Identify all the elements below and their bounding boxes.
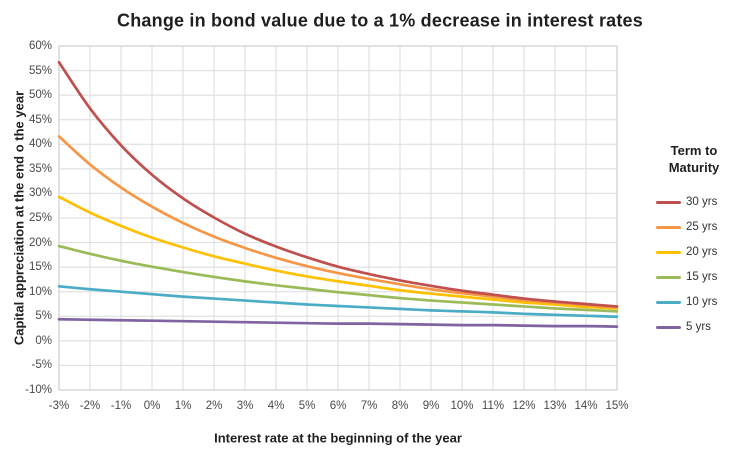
- series-line-30-yrs: [57, 60, 619, 308]
- legend: Term to Maturity 30 yrs 25 yrs 20 yrs 15 yr…: [646, 143, 742, 340]
- chart-title: Change in bond value due to a 1% decreas…: [117, 10, 643, 31]
- legend-item-label: 5 yrs: [686, 321, 711, 334]
- y-tick-label: 60%: [28, 40, 52, 52]
- x-tick-label: 4%: [267, 400, 285, 412]
- y-tick-label: 55%: [28, 64, 52, 77]
- x-tick-label: 15%: [605, 400, 629, 412]
- legend-swatch-icon: [656, 300, 681, 304]
- y-tick-label: 50%: [28, 89, 52, 102]
- x-tick-label: -3%: [48, 400, 70, 412]
- x-tick-label: 14%: [574, 400, 598, 412]
- legend-item-15-yrs: 15 yrs: [646, 265, 742, 290]
- y-tick-label: 40%: [28, 138, 52, 151]
- y-tick-label: 25%: [28, 212, 52, 224]
- x-tick-label: 7%: [360, 400, 378, 412]
- y-tick-label: 5%: [35, 310, 52, 323]
- legend-item-10-yrs: 10 yrs: [646, 290, 742, 315]
- x-tick-label: 11%: [481, 400, 505, 412]
- x-tick-label: -2%: [79, 400, 101, 412]
- legend-items: 30 yrs 25 yrs 20 yrs 15 yrs 10 yrs 5 yrs: [646, 190, 742, 340]
- y-tick-label: 30%: [28, 187, 52, 200]
- legend-item-label: 15 yrs: [686, 271, 718, 284]
- series-line-20-yrs: [57, 195, 619, 310]
- x-tick-label: -1%: [110, 400, 132, 412]
- series-line-15-yrs: [57, 244, 619, 313]
- legend-swatch-icon: [656, 275, 681, 279]
- legend-swatch-icon: [656, 200, 681, 204]
- x-tick-label: 13%: [543, 400, 567, 412]
- legend-item-label: 30 yrs: [686, 196, 718, 209]
- x-axis-title: Interest rate at the beginning of the ye…: [214, 430, 462, 446]
- x-tick-label: 3%: [236, 400, 254, 412]
- y-tick-label: 0%: [35, 334, 52, 347]
- legend-title: Term to Maturity: [668, 143, 720, 175]
- series-line-5-yrs: [57, 317, 619, 328]
- y-tick-label: 10%: [28, 285, 52, 298]
- x-tick-label: 5%: [298, 400, 316, 412]
- legend-item-25-yrs: 25 yrs: [646, 215, 742, 240]
- y-tick-label: -5%: [31, 359, 52, 372]
- legend-item-20-yrs: 20 yrs: [646, 240, 742, 265]
- y-tick-label: -10%: [25, 384, 52, 396]
- y-tick-label: 15%: [28, 261, 52, 274]
- legend-swatch-icon: [656, 250, 681, 254]
- legend-swatch-icon: [656, 225, 681, 229]
- x-tick-label: 0%: [143, 400, 161, 412]
- x-tick-label: 9%: [422, 400, 440, 412]
- legend-item-label: 10 yrs: [686, 296, 718, 309]
- y-tick-label: 35%: [28, 162, 52, 175]
- legend-item-5-yrs: 5 yrs: [646, 315, 742, 340]
- legend-item-30-yrs: 30 yrs: [646, 190, 742, 215]
- x-tick-label: 12%: [512, 400, 536, 412]
- legend-swatch-icon: [656, 325, 681, 329]
- series-line-10-yrs: [57, 284, 619, 319]
- x-tick-label: 10%: [450, 400, 474, 412]
- x-tick-label: 2%: [205, 400, 223, 412]
- legend-item-label: 20 yrs: [686, 246, 718, 259]
- series-line-25-yrs: [57, 135, 619, 309]
- x-tick-label: 1%: [174, 400, 192, 412]
- x-tick-label: 6%: [329, 400, 347, 412]
- legend-item-label: 25 yrs: [686, 221, 718, 234]
- x-tick-label: 8%: [391, 400, 409, 412]
- y-tick-label: 45%: [28, 113, 52, 126]
- y-tick-label: 20%: [28, 236, 52, 249]
